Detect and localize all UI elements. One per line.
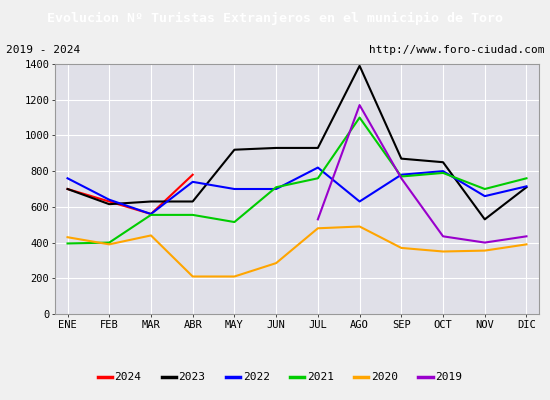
Text: 2023: 2023 (178, 372, 206, 382)
Text: 2024: 2024 (114, 372, 141, 382)
Text: 2019: 2019 (435, 372, 462, 382)
Text: 2019 - 2024: 2019 - 2024 (6, 45, 80, 55)
Text: Evolucion Nº Turistas Extranjeros en el municipio de Toro: Evolucion Nº Turistas Extranjeros en el … (47, 12, 503, 24)
Text: http://www.foro-ciudad.com: http://www.foro-ciudad.com (369, 45, 544, 55)
Text: 2022: 2022 (243, 372, 270, 382)
Text: 2020: 2020 (371, 372, 398, 382)
Text: 2021: 2021 (307, 372, 334, 382)
